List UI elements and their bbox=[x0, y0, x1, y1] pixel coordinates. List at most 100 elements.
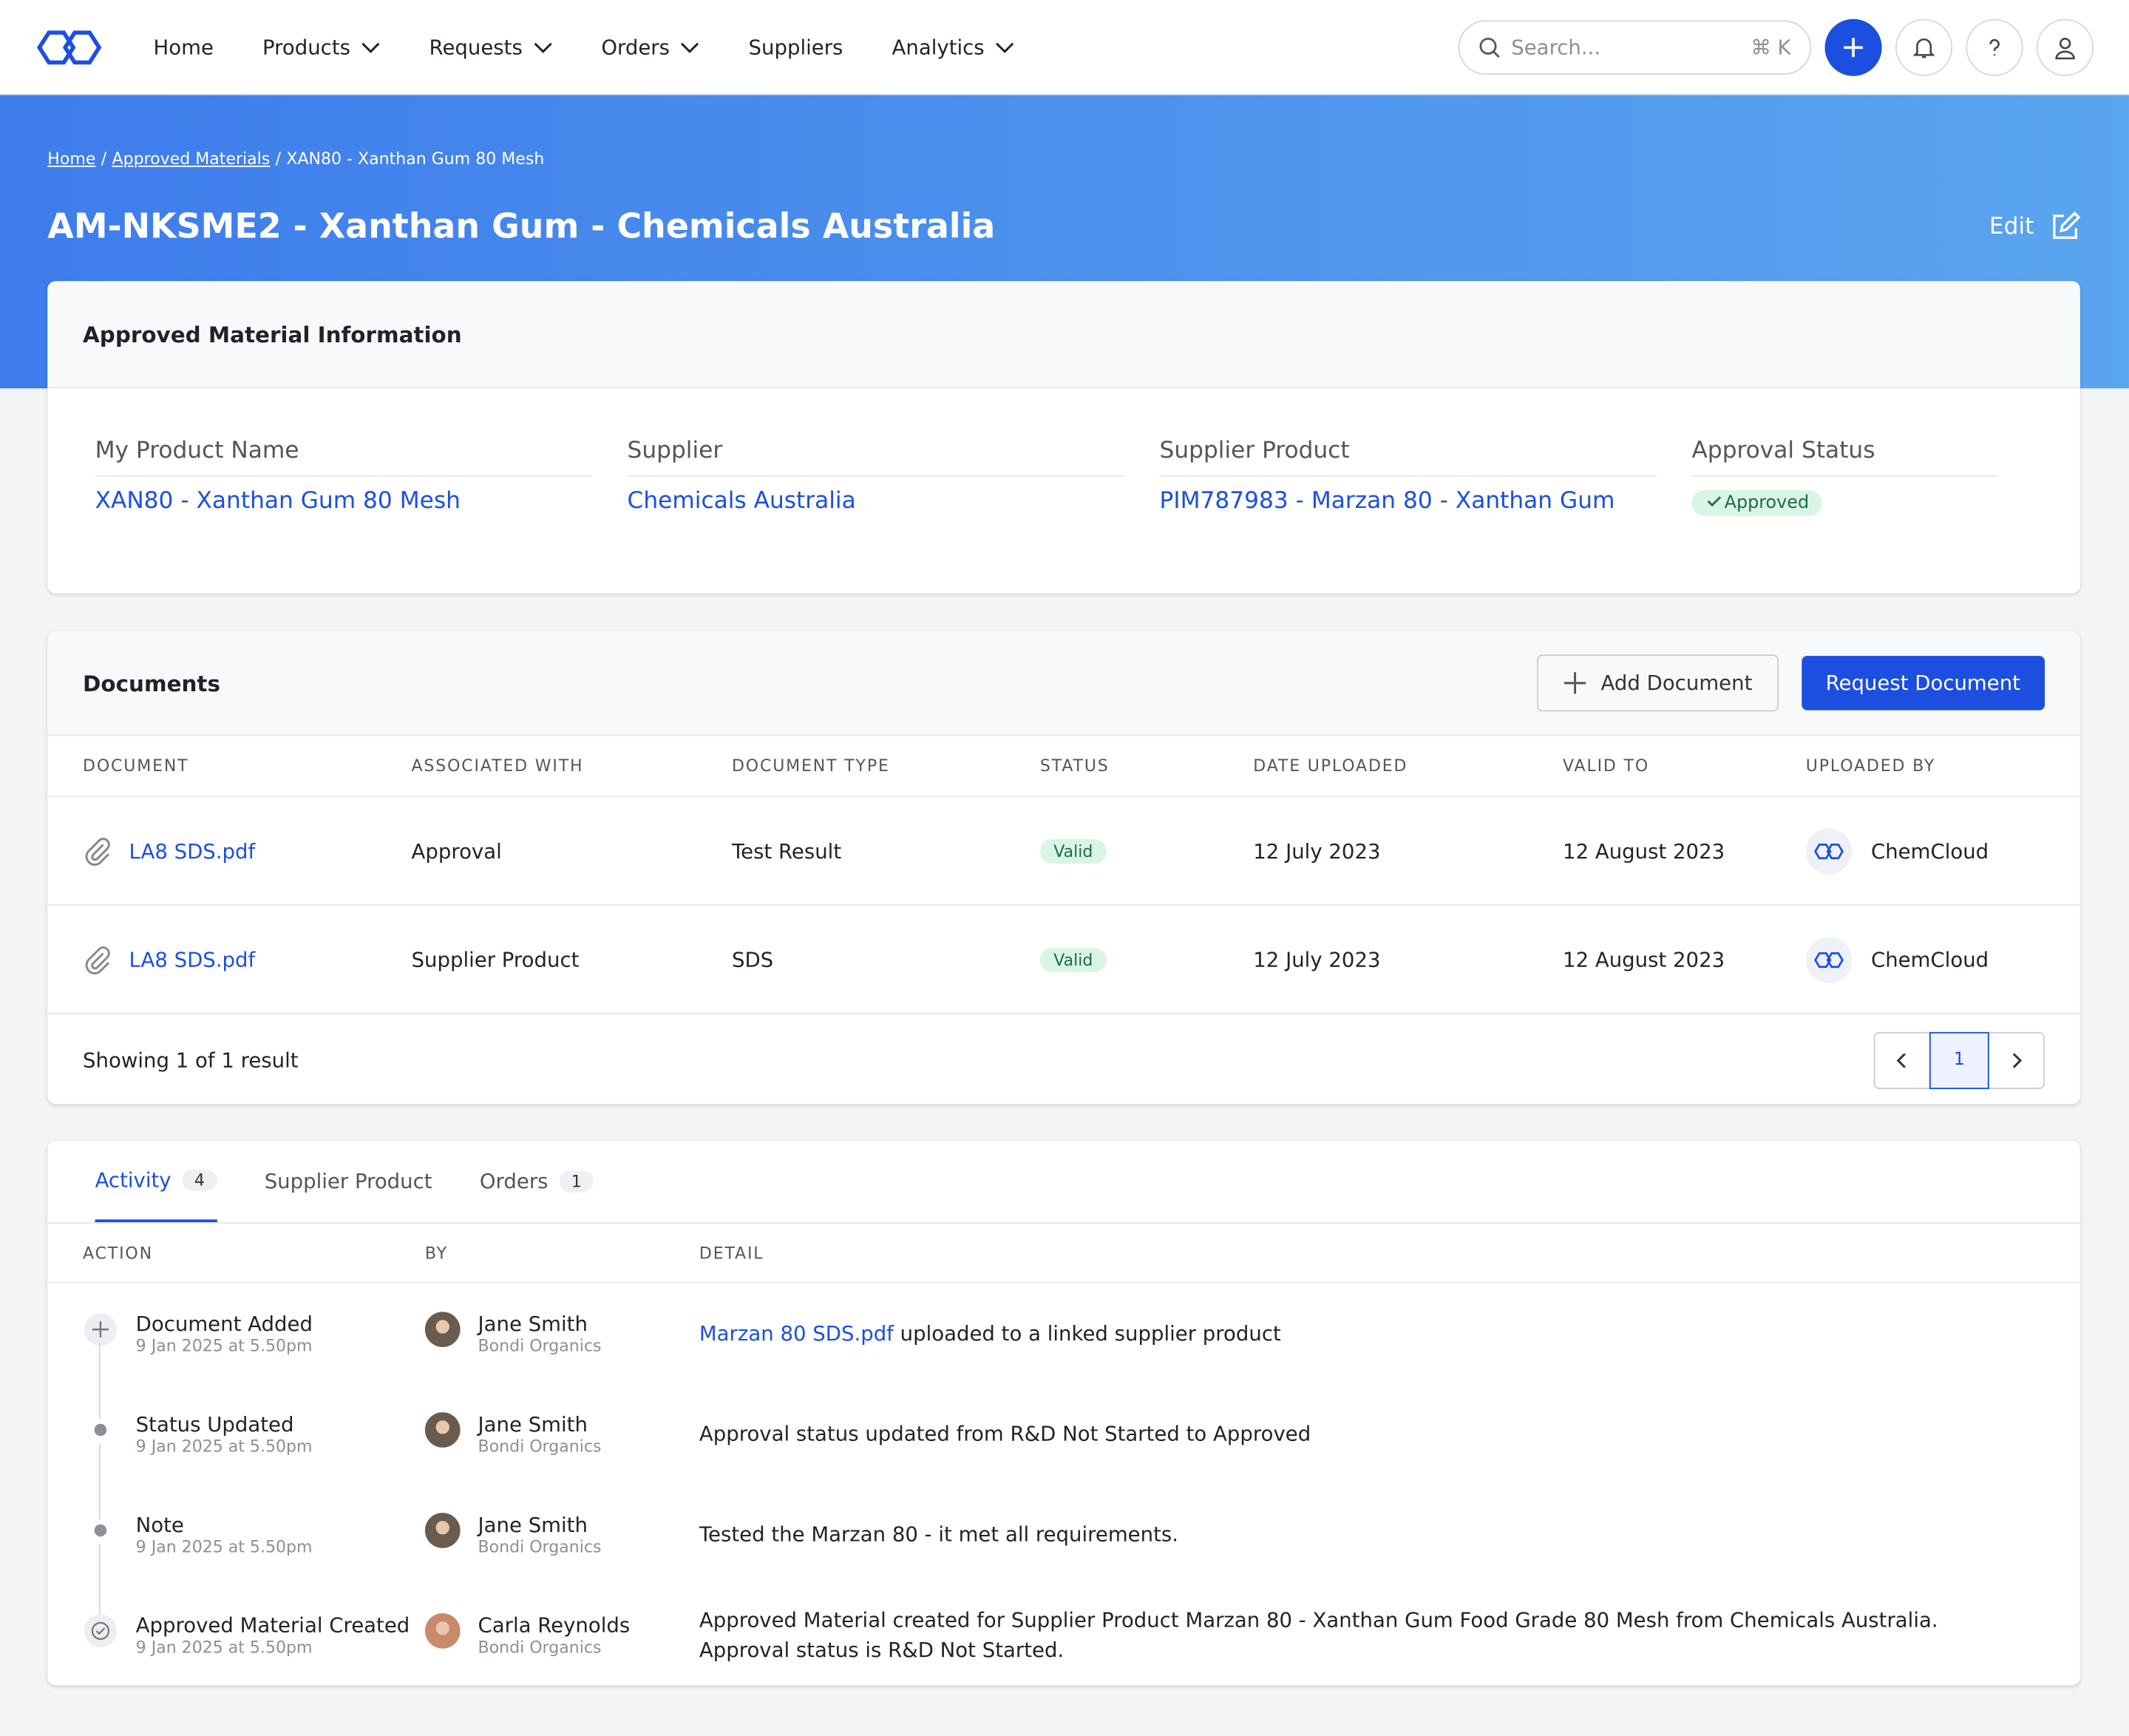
nav-right: Search... ⌘ K bbox=[1458, 18, 2094, 75]
field-label: Supplier bbox=[627, 437, 1124, 477]
documents-card: Documents Add Document Request Document … bbox=[47, 631, 2080, 1105]
status-pill: Valid bbox=[1039, 948, 1107, 973]
by-cell: Jane Smith Bondi Organics bbox=[424, 1412, 699, 1456]
doc-link[interactable]: LA8 SDS.pdf bbox=[129, 947, 256, 972]
profile[interactable] bbox=[2037, 18, 2094, 75]
info-header: Approved Material Information bbox=[47, 281, 2080, 389]
detail-text: Approval status updated from R&D Not Sta… bbox=[699, 1422, 1311, 1447]
pagination: 1 bbox=[1873, 1031, 2045, 1089]
documents-header: Documents Add Document Request Document bbox=[47, 631, 2080, 736]
request-document[interactable]: Request Document bbox=[1801, 656, 2045, 711]
page-title: AM-NKSME2 - Xanthan Gum - Chemicals Aust… bbox=[47, 206, 996, 246]
field: My Product Name XAN80 - Xanthan Gum 80 Me… bbox=[95, 437, 592, 516]
by: Carla Reynolds bbox=[478, 1613, 631, 1638]
status-pill: Approved bbox=[1691, 490, 1823, 516]
tab-label: Orders bbox=[479, 1169, 549, 1194]
action: Document Added bbox=[135, 1312, 313, 1337]
detail-text: Approved Material created for Supplier P… bbox=[699, 1607, 1938, 1663]
by-text: Jane Smith Bondi Organics bbox=[478, 1412, 602, 1456]
activity-row: Status Updated 9 Jan 2025 at 5.50pm Jane S… bbox=[47, 1384, 2080, 1520]
prev-page[interactable] bbox=[1875, 1033, 1929, 1087]
logo[interactable] bbox=[34, 27, 105, 67]
plus-marker bbox=[84, 1313, 117, 1346]
bell-icon bbox=[1912, 38, 1935, 58]
detail-link[interactable]: Marzan 80 SDS.pdf bbox=[699, 1321, 894, 1346]
add-document[interactable]: Add Document bbox=[1537, 654, 1779, 712]
action: Status Updated bbox=[135, 1412, 294, 1437]
user-icon bbox=[2055, 37, 2075, 59]
doc-cell: LA8 SDS.pdf bbox=[83, 944, 411, 974]
field-label: Supplier Product bbox=[1159, 437, 1657, 477]
column-header: ASSOCIATED WITH bbox=[411, 756, 584, 776]
help-icon bbox=[1989, 38, 2000, 55]
plus-icon bbox=[1563, 672, 1586, 694]
tab-count: 4 bbox=[182, 1169, 217, 1191]
search[interactable]: Search... ⌘ K bbox=[1458, 19, 1812, 75]
cell: 12 July 2023 bbox=[1253, 838, 1381, 864]
notifications[interactable] bbox=[1895, 18, 1953, 75]
nav-item[interactable]: Requests bbox=[429, 35, 553, 59]
check-icon bbox=[1707, 496, 1722, 507]
field-label: My Product Name bbox=[95, 437, 592, 477]
nav-item[interactable]: Products bbox=[262, 35, 380, 59]
doc-row: LA8 SDS.pdf Supplier Product SDS Valid 12 Ju… bbox=[47, 906, 2080, 1015]
check-marker bbox=[84, 1614, 117, 1647]
timeline-line bbox=[99, 1343, 101, 1420]
search-icon bbox=[1479, 37, 1500, 58]
detail: Approval status updated from R&D Not Sta… bbox=[699, 1419, 2080, 1448]
action-cell: Status Updated 9 Jan 2025 at 5.50pm bbox=[83, 1412, 425, 1456]
status-wrap: Approved bbox=[1691, 477, 1997, 516]
result-count: Showing 1 of 1 result bbox=[83, 1048, 299, 1073]
dot-marker bbox=[94, 1423, 107, 1437]
detail-text: uploaded to a linked supplier product bbox=[893, 1321, 1281, 1346]
avatar bbox=[424, 1412, 461, 1448]
crumb[interactable]: Approved Materials bbox=[112, 149, 271, 169]
help[interactable] bbox=[1966, 18, 2023, 75]
status-cell: Valid bbox=[1039, 946, 1253, 973]
field-value[interactable]: XAN80 - Xanthan Gum 80 Mesh bbox=[95, 487, 461, 515]
action-cell: Note 9 Jan 2025 at 5.50pm bbox=[83, 1513, 425, 1556]
field-value[interactable]: PIM787983 - Marzan 80 - Xanthan Gum bbox=[1159, 487, 1615, 515]
cell: 12 August 2023 bbox=[1563, 838, 1725, 864]
activity-card: Activity 4 Supplier Product Orders 1 ACTION B… bbox=[47, 1140, 2080, 1686]
separator: / bbox=[275, 149, 282, 169]
by: Jane Smith bbox=[478, 1312, 588, 1337]
uploader-logo bbox=[1805, 936, 1853, 983]
action-text: Document Added 9 Jan 2025 at 5.50pm bbox=[136, 1312, 313, 1355]
next-page[interactable] bbox=[1989, 1033, 2043, 1087]
current-page[interactable]: 1 bbox=[1929, 1031, 1989, 1089]
uploader: ChemCloud bbox=[1870, 947, 1989, 972]
time: 9 Jan 2025 at 5.50pm bbox=[135, 1638, 313, 1657]
column-header: VALID TO bbox=[1563, 756, 1650, 776]
uploader-cell: ChemCloud bbox=[1805, 936, 2080, 983]
org: Bondi Organics bbox=[478, 1537, 602, 1556]
field: Supplier Product PIM787983 - Marzan 80 - … bbox=[1159, 437, 1657, 516]
create-button[interactable] bbox=[1824, 18, 1882, 75]
timeline-line bbox=[99, 1443, 101, 1520]
action-text: Status Updated 9 Jan 2025 at 5.50pm bbox=[136, 1412, 313, 1456]
nav-item[interactable]: Suppliers bbox=[749, 35, 843, 59]
doc-link[interactable]: LA8 SDS.pdf bbox=[129, 838, 256, 864]
by-text: Jane Smith Bondi Organics bbox=[478, 1312, 602, 1355]
nav-item[interactable]: Orders bbox=[601, 35, 699, 59]
nav-item[interactable]: Analytics bbox=[892, 35, 1015, 59]
avatar bbox=[424, 1312, 461, 1348]
crumb[interactable]: Home bbox=[47, 149, 96, 169]
avatar bbox=[424, 1613, 461, 1649]
crumb: XAN80 - Xanthan Gum 80 Mesh bbox=[286, 149, 545, 169]
action-cell: Document Added 9 Jan 2025 at 5.50pm bbox=[83, 1312, 425, 1355]
field-value[interactable]: Chemicals Australia bbox=[627, 487, 856, 515]
tab[interactable]: Activity 4 bbox=[95, 1141, 217, 1223]
detail: Tested the Marzan 80 - it met all requir… bbox=[699, 1519, 2080, 1549]
column-header: ACTION bbox=[83, 1243, 153, 1263]
field: Approval Status Approved bbox=[1691, 437, 1997, 516]
tab[interactable]: Supplier Product bbox=[265, 1141, 432, 1222]
tab[interactable]: Orders 1 bbox=[480, 1141, 594, 1222]
nav-item[interactable]: Home bbox=[154, 35, 214, 59]
avatar bbox=[424, 1513, 461, 1548]
tab-count: 1 bbox=[559, 1170, 594, 1193]
chevron-left bbox=[1896, 1052, 1906, 1068]
nav-label: Analytics bbox=[892, 34, 985, 59]
edit-button[interactable]: Edit bbox=[1989, 211, 2080, 242]
field: Supplier Chemicals Australia bbox=[627, 437, 1124, 516]
